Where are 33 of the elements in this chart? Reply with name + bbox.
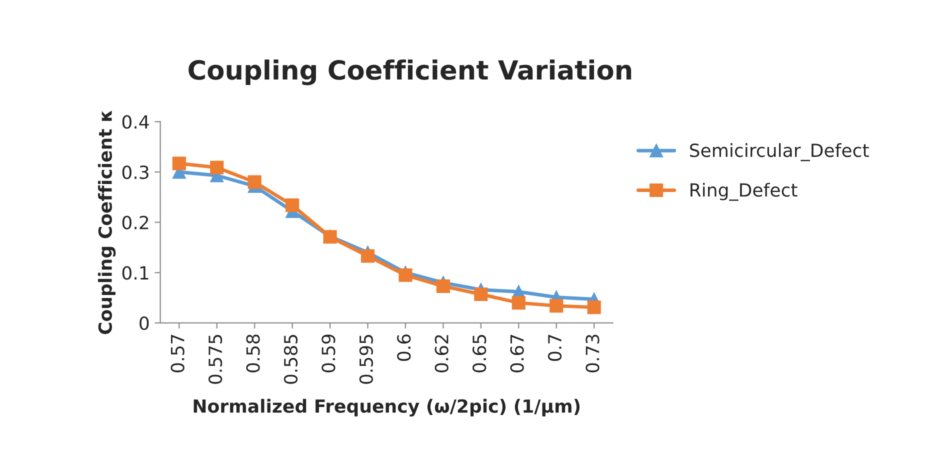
point bbox=[172, 156, 186, 170]
point bbox=[474, 287, 488, 302]
x-tick-label: 0.73 bbox=[586, 334, 600, 372]
x-tick-label: 0.62 bbox=[434, 335, 448, 372]
x-tick-label: 0.6 bbox=[397, 334, 411, 361]
point bbox=[436, 279, 450, 293]
x-tick-label: 0.67 bbox=[510, 334, 524, 372]
y-tick-label: 0.1 bbox=[122, 266, 148, 280]
x-tick-label: 0.59 bbox=[322, 334, 336, 372]
point bbox=[286, 198, 300, 212]
point bbox=[550, 299, 564, 313]
point bbox=[361, 249, 375, 263]
point bbox=[398, 268, 412, 282]
y-tick-label: 0.3 bbox=[122, 165, 148, 180]
x-axis-title: Normalized Frequency (ω/2pic) (1/μm) bbox=[194, 398, 580, 417]
y-tick-label: 0.2 bbox=[122, 216, 148, 230]
x-tick-label: 0.595 bbox=[359, 334, 374, 384]
x-tick-label: 0.575 bbox=[208, 334, 222, 384]
x-tick-label: 0.585 bbox=[284, 334, 298, 384]
y-axis-title: Coupling Coefficient κ bbox=[98, 110, 116, 334]
point bbox=[512, 296, 526, 310]
legend-label: Ring_Defect bbox=[690, 182, 798, 201]
legend-label: Semicircular_Defect bbox=[690, 143, 869, 162]
x-tick-label: 0.65 bbox=[472, 334, 486, 372]
point bbox=[248, 175, 262, 189]
x-tick-label: 0.7 bbox=[548, 334, 562, 361]
x-tick-label: 0.57 bbox=[170, 334, 184, 372]
point bbox=[587, 300, 601, 314]
y-tick-label: 0 bbox=[140, 316, 149, 330]
point bbox=[210, 160, 224, 174]
chart-title: Coupling Coefficient Variation bbox=[188, 60, 632, 86]
y-tick-label: 0.4 bbox=[122, 115, 149, 129]
x-tick-label: 0.58 bbox=[246, 334, 260, 372]
